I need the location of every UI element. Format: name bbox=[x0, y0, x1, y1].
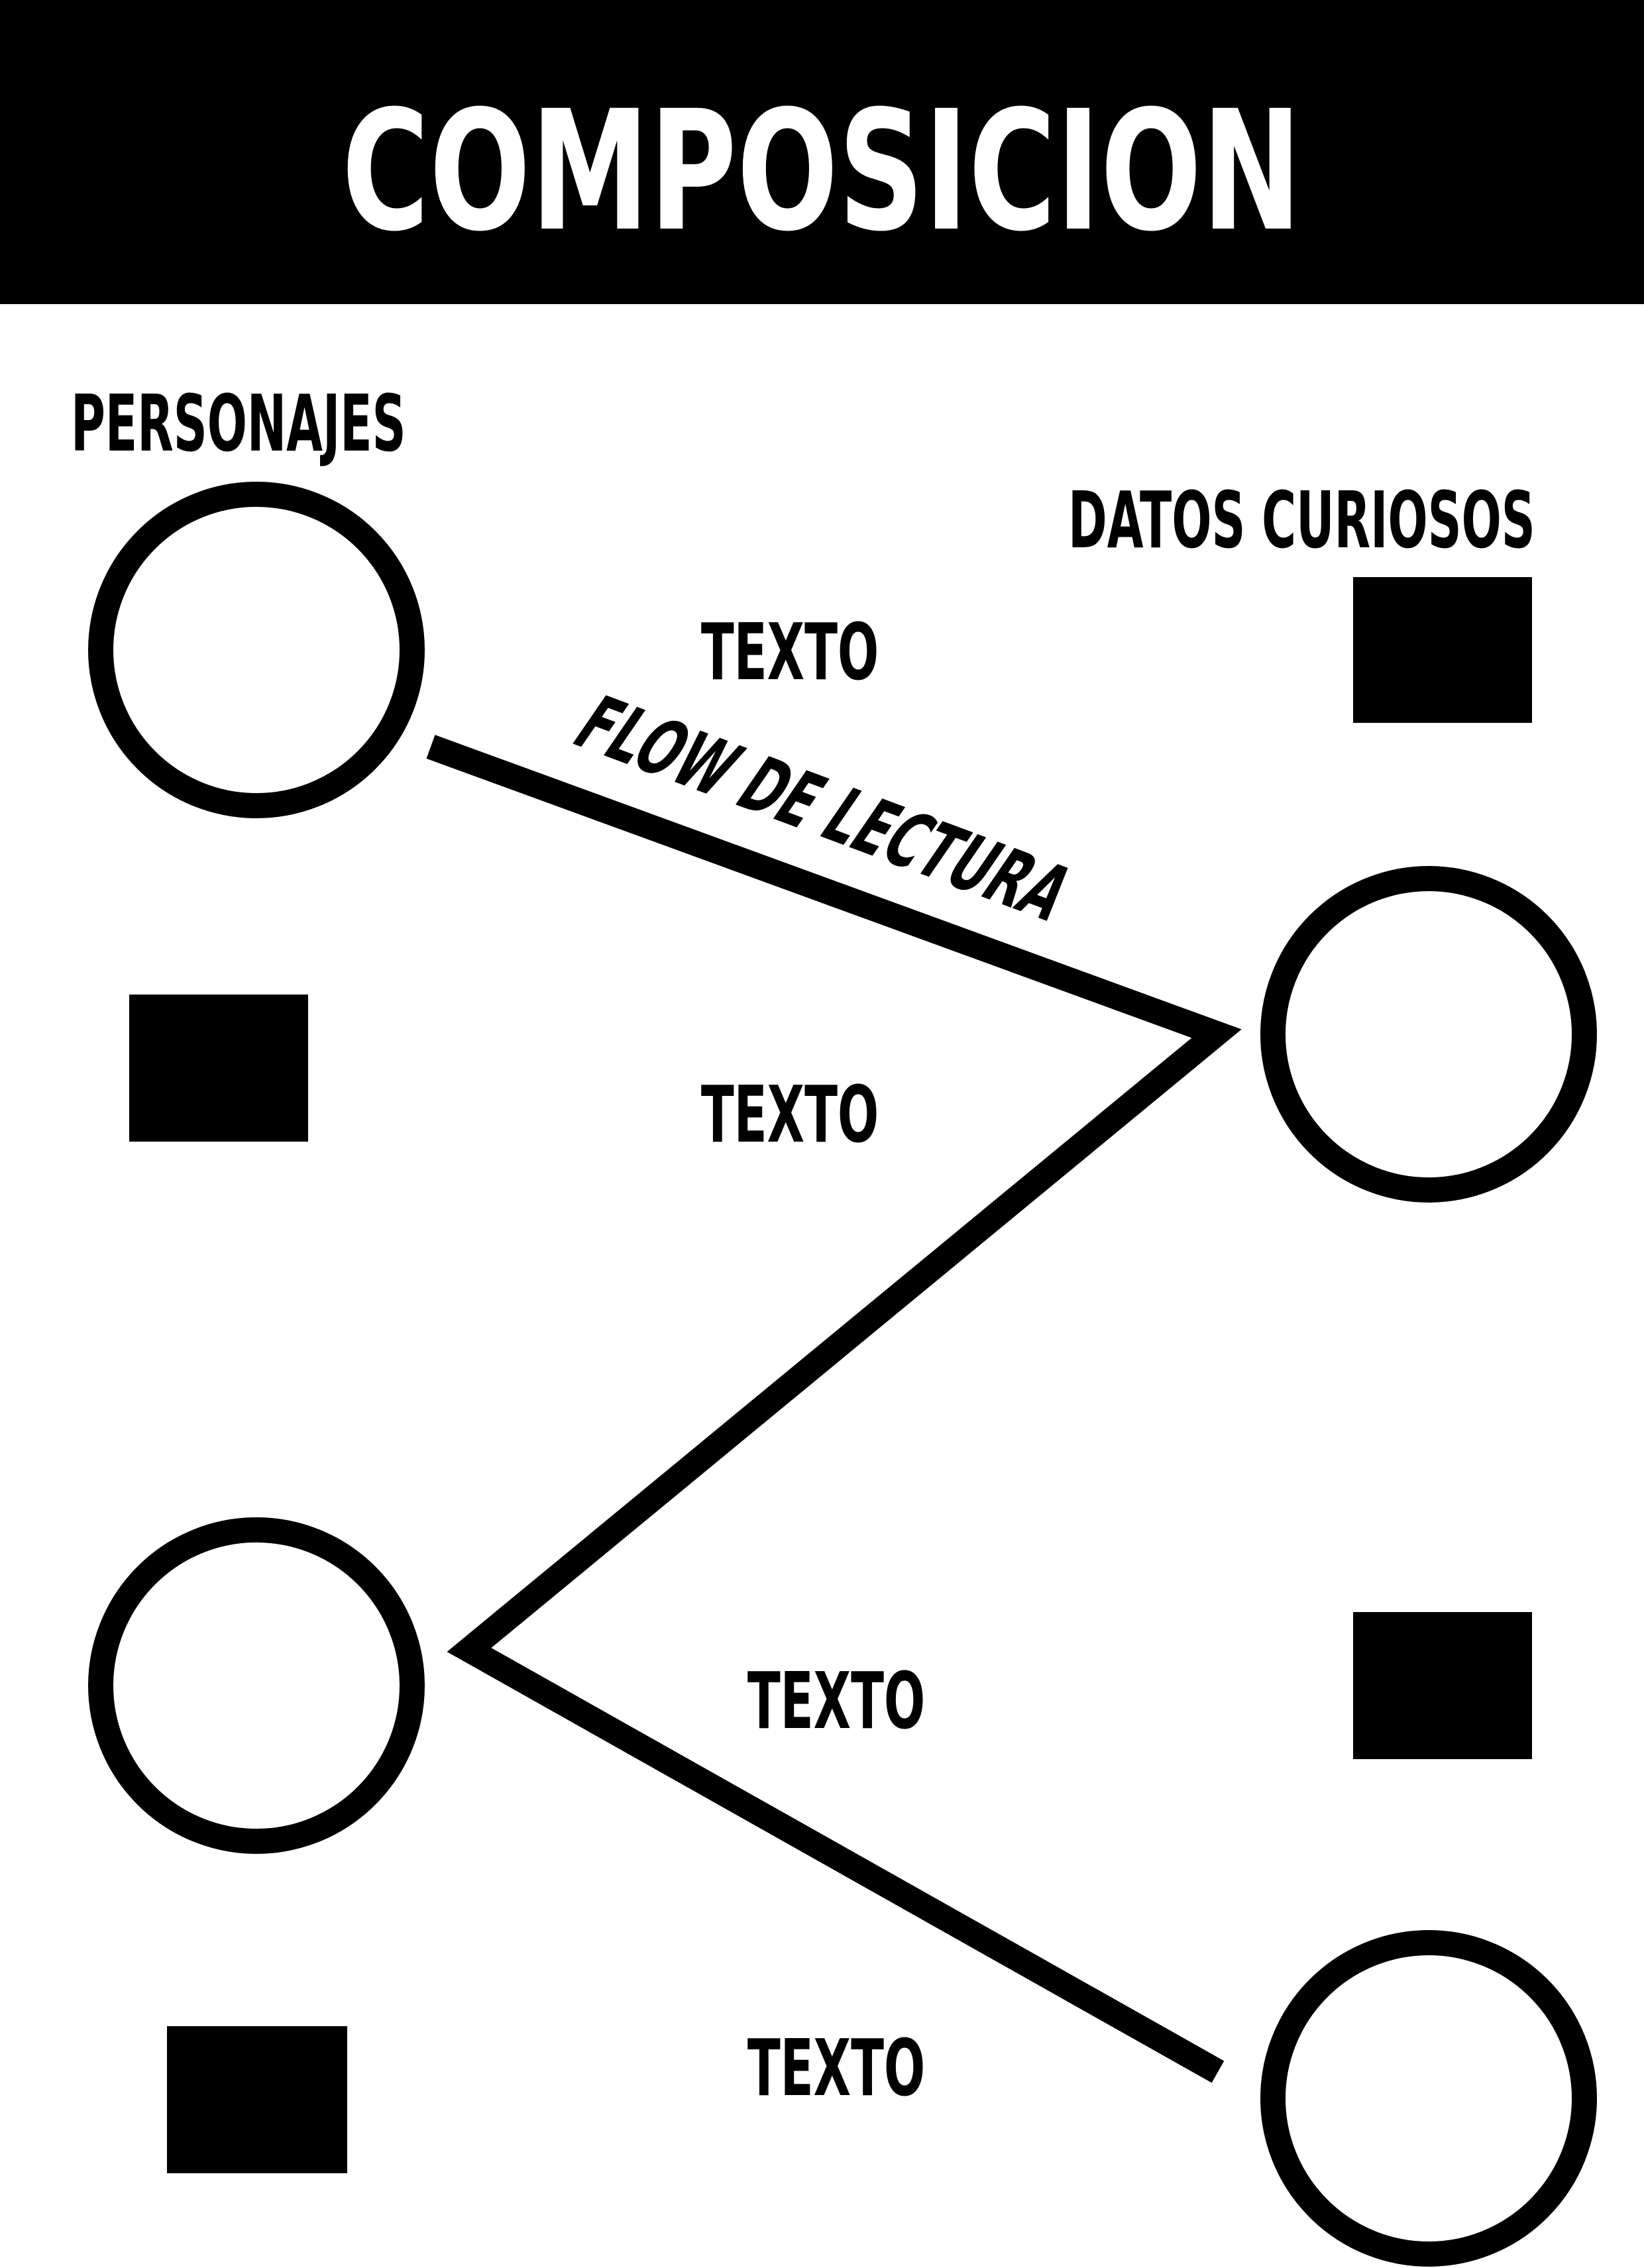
fact-square-3 bbox=[1353, 1612, 1532, 1759]
texto-label-1: TEXTO bbox=[701, 608, 879, 698]
page-title: COMPOSICION bbox=[342, 76, 1302, 268]
character-circle-2 bbox=[1260, 866, 1597, 1203]
fact-square-2 bbox=[129, 995, 308, 1142]
title-banner bbox=[0, 0, 1644, 304]
texto-label-4: TEXTO bbox=[747, 2024, 925, 2114]
personajes-label: PERSONAJES bbox=[71, 378, 406, 469]
fact-square-4 bbox=[167, 2026, 347, 2173]
texto-label-2: TEXTO bbox=[701, 1070, 879, 1161]
datos-curiosos-label: DATOS CURIOSOS bbox=[1068, 475, 1535, 566]
reading-flow-line bbox=[426, 735, 1242, 2083]
character-circle-3 bbox=[88, 1517, 425, 1854]
character-circle-1 bbox=[88, 482, 425, 818]
fact-square-1 bbox=[1353, 577, 1532, 723]
character-circle-4 bbox=[1260, 1930, 1597, 2267]
texto-label-3: TEXTO bbox=[747, 1656, 925, 1747]
